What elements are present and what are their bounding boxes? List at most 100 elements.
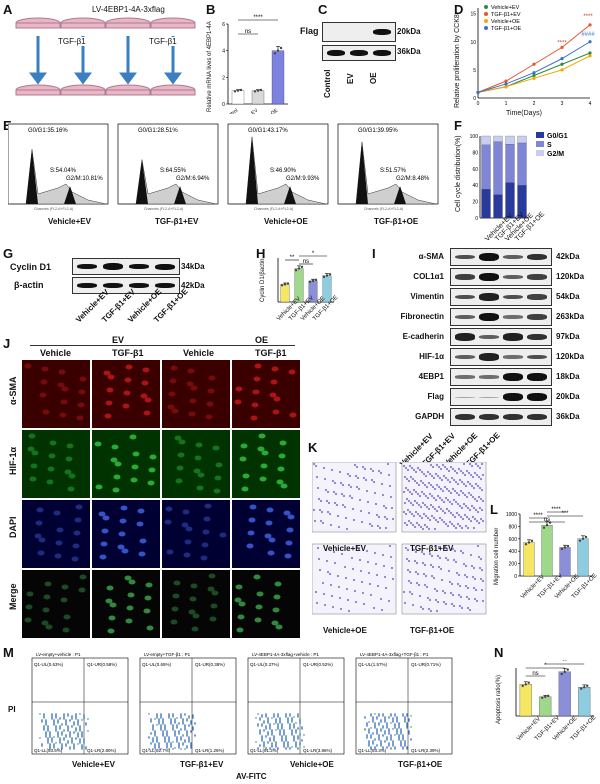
j-cell-2-0-10 [72, 543, 80, 549]
m-dot-1-250 [172, 716, 174, 718]
j-cell-2-1-0 [121, 548, 129, 554]
m-dot-3-175 [404, 741, 406, 743]
m-dot-1-136 [178, 746, 180, 748]
m-dot-2-253 [267, 742, 269, 744]
f-ytick: 20 [472, 200, 478, 206]
m-dot-3-140 [386, 724, 388, 726]
k-cell-2-32 [374, 562, 378, 566]
e-label-3: TGF-β1+OE [374, 217, 419, 226]
m-dot-3-205 [370, 735, 372, 737]
m-dot-0-166 [69, 735, 71, 737]
i-row-label-6: 4EBP1 [418, 372, 444, 381]
m-dot-0-35 [63, 730, 65, 732]
k-cell-3-100 [443, 591, 447, 595]
k-cell-1-50 [419, 479, 423, 483]
m-dot-1-127 [150, 719, 152, 721]
j-cell-3-2-3 [210, 603, 218, 609]
m-dot-1-209 [152, 729, 154, 731]
m-dot-3-40 [384, 732, 386, 734]
d-legend-marker-0 [484, 5, 488, 9]
dot-0-1 [524, 683, 527, 686]
k-cell-3-98 [465, 575, 469, 579]
m-dot-2-250 [291, 721, 293, 723]
m-dot-3-143 [368, 745, 370, 747]
m-dot-2-194 [285, 737, 287, 739]
k-cell-1-207 [412, 514, 416, 518]
k-cell-0-82 [370, 524, 374, 528]
k-cell-1-118 [471, 495, 475, 499]
m-dot-3-84 [380, 740, 382, 742]
j-cell-1-0-8 [47, 466, 55, 472]
i-blot-6 [450, 368, 552, 386]
dot-0-2 [286, 282, 290, 285]
m-dot-0-26 [79, 739, 81, 741]
m-dot-0-107 [87, 730, 89, 732]
m-dot-1-202 [156, 740, 158, 742]
k-cell-2-6 [340, 552, 344, 556]
m-dot-1-36 [170, 718, 172, 720]
k-cell-1-214 [455, 471, 459, 475]
m-dot-3-139 [392, 741, 394, 743]
m-dot-2-242 [257, 713, 259, 715]
j-cell-1-1-1 [95, 484, 103, 490]
m-dot-2-142 [299, 721, 301, 723]
m-dot-1-73 [176, 737, 178, 739]
e-xaxis-1: Channels (FL2-A+FL2-A) [144, 207, 183, 211]
m-dot-2-59 [265, 728, 267, 730]
k-cell-1-111 [428, 472, 432, 476]
k-cell-2-39 [337, 585, 341, 589]
m-dot-0-32 [81, 745, 83, 747]
i-band-8-3 [527, 413, 547, 421]
m-dot-3-193 [366, 723, 368, 725]
j-cell-3-0-5 [62, 627, 70, 633]
m-dot-0-136 [59, 741, 61, 743]
k-cell-2-26 [360, 580, 364, 584]
m-dot-0-34 [69, 747, 71, 749]
k-cell-0-42 [330, 468, 334, 472]
g-kda-34: 34kDa [181, 262, 205, 271]
m-dot-1-8 [192, 726, 194, 728]
m-dot-3-162 [406, 746, 408, 748]
f-legend-2: G2/M [547, 151, 564, 158]
k-cell-3-65 [468, 608, 472, 612]
m-dot-1-82 [160, 728, 162, 730]
m-dot-1-102 [148, 748, 150, 750]
m-dot-0-100 [47, 741, 49, 743]
m-dot-3-37 [402, 747, 404, 749]
m-dot-2-87 [287, 720, 289, 722]
j-cell-2-3-9 [284, 553, 292, 559]
m-dot-2-55 [289, 724, 291, 726]
k-cell-1-125 [434, 518, 438, 522]
m-dot-3-144 [400, 728, 402, 730]
m-dot-0-217 [61, 732, 63, 734]
m-dot-2-126 [275, 741, 277, 743]
j-cell-3-0-10 [79, 574, 87, 580]
m-dot-0-160 [67, 729, 69, 731]
k-tile-3 [401, 543, 487, 615]
dot-3-1 [581, 537, 585, 540]
j-cell-1-1-10 [148, 467, 156, 473]
i-band-5-0 [455, 355, 475, 359]
m-dot-3-217 [374, 747, 376, 749]
m-dot-0-194 [47, 727, 49, 729]
vector-title: LV-4EBP1-4A-3xflag [92, 5, 165, 14]
sig-label-1: ns [303, 259, 309, 265]
m-dot-2-122 [261, 737, 263, 739]
k-cell-0-51 [351, 507, 355, 511]
m-title-2: LV-4EBP1-4A-3xflag+vehicle : P1 [252, 652, 319, 657]
m-dot-0-259 [75, 738, 77, 740]
k-cell-3-16 [407, 579, 411, 583]
k-cell-1-22 [407, 519, 411, 523]
m-dot-0-30 [49, 743, 51, 745]
i-band-8-1 [479, 413, 499, 421]
k-cell-1-148 [461, 471, 465, 475]
bar-2 [558, 671, 571, 717]
i-row-label-1: COL1α1 [413, 272, 444, 281]
k-cell-1-8 [481, 473, 485, 477]
m-dot-0-106 [49, 747, 51, 749]
m-dot-2-202 [275, 745, 277, 747]
k-cell-3-9 [444, 556, 448, 560]
m-dot-3-159 [386, 725, 388, 727]
k-cell-0-45 [337, 525, 341, 529]
